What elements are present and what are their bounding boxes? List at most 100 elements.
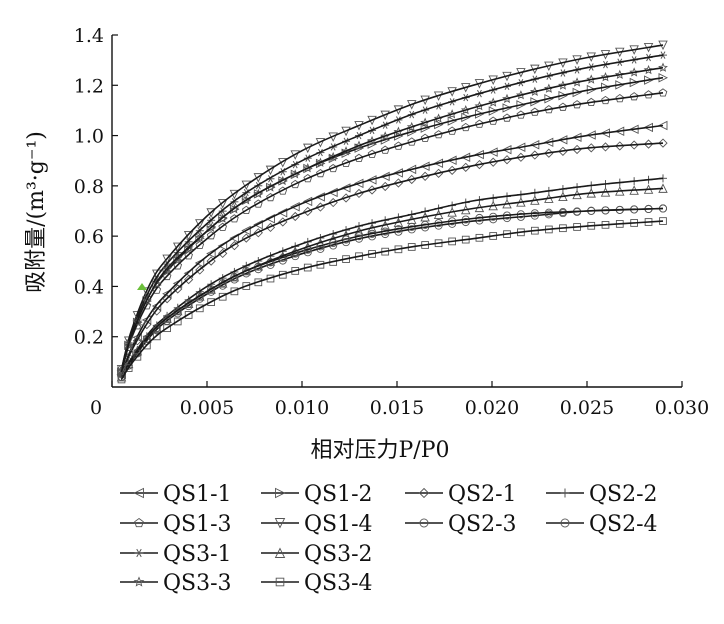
data-point	[207, 298, 215, 306]
x-tick-label: 0.030	[655, 397, 709, 419]
series-line	[120, 220, 664, 380]
data-point	[658, 62, 668, 72]
data-point	[544, 105, 554, 114]
data-point	[418, 487, 430, 499]
legend-item-qs1-4: QS1-4	[261, 512, 373, 537]
data-point	[393, 168, 403, 178]
data-point	[460, 152, 471, 163]
legend-label: QS3-2	[304, 542, 373, 567]
data-point	[474, 149, 484, 160]
data-point	[367, 175, 377, 185]
data-point	[194, 232, 205, 242]
x-tick-label: 0.025	[560, 397, 614, 419]
legend-item-qs2-4: QS2-4	[546, 512, 658, 537]
data-point	[134, 548, 144, 558]
data-point	[629, 140, 639, 150]
data-point	[558, 102, 568, 111]
data-point	[516, 110, 526, 119]
data-point	[265, 182, 276, 192]
data-point	[543, 137, 554, 148]
data-point	[560, 488, 570, 498]
data-point	[447, 155, 457, 166]
data-point	[124, 364, 133, 372]
y-axis-label: 吸附量/(m³·g⁻¹)	[24, 131, 49, 293]
data-point	[195, 219, 205, 229]
data-point	[530, 150, 540, 160]
data-point	[586, 97, 596, 107]
series-line	[120, 187, 664, 378]
data-point	[142, 341, 151, 350]
series-qs3-2	[116, 183, 668, 382]
y-tick-label: 0.4	[74, 276, 104, 298]
data-point	[152, 306, 162, 316]
data-point	[644, 90, 653, 99]
data-point	[195, 233, 205, 244]
x-tick-label: 0	[90, 397, 102, 419]
x-tick-label: 0.015	[370, 397, 424, 419]
legend-item-qs2-2: QS2-2	[546, 482, 658, 507]
legend: QS1-1 QS1-2 QS2-1 QS2-2 QS1-3 QS1-4 QS2-3 QS2-4…	[120, 482, 658, 596]
data-point	[206, 248, 216, 259]
series-qs3-1	[117, 51, 667, 374]
data-point	[572, 100, 582, 109]
data-point	[123, 340, 134, 350]
legend-label: QS3-3	[163, 571, 232, 596]
data-point	[229, 204, 240, 214]
data-point	[629, 92, 639, 101]
data-point	[116, 366, 127, 377]
highlight-point	[137, 283, 147, 290]
data-point	[162, 313, 172, 323]
legend-label: QS3-4	[304, 571, 373, 596]
series-line	[120, 142, 664, 375]
data-point	[183, 242, 194, 253]
data-point	[172, 253, 183, 263]
data-point	[433, 158, 444, 169]
data-point	[206, 284, 216, 294]
data-point	[141, 295, 152, 306]
data-point	[380, 171, 390, 182]
legend-item-qs3-1: QS3-1	[120, 542, 232, 567]
data-point	[253, 188, 264, 199]
data-point	[206, 231, 216, 240]
data-point	[557, 135, 568, 145]
data-point	[657, 120, 668, 131]
data-point	[142, 319, 152, 330]
data-point	[277, 208, 288, 218]
legend-label: QS2-1	[448, 482, 517, 507]
data-point	[274, 518, 286, 529]
data-point	[117, 375, 126, 384]
data-point	[643, 139, 654, 149]
y-tick-label: 0.2	[74, 327, 104, 349]
data-point	[275, 577, 285, 587]
legend-label: QS1-4	[304, 512, 373, 537]
data-point	[474, 109, 485, 119]
data-point	[162, 263, 173, 274]
data-point	[194, 258, 205, 268]
data-point	[132, 317, 143, 327]
data-point	[406, 164, 417, 175]
legend-item-qs3-2: QS3-2	[261, 542, 373, 567]
data-point	[217, 213, 228, 223]
data-point	[132, 345, 143, 356]
legend-item-qs2-3: QS2-3	[405, 512, 517, 537]
legend-label: QS1-1	[163, 482, 232, 507]
y-tick-label: 0.8	[74, 176, 104, 198]
data-point	[275, 487, 286, 499]
data-point	[173, 317, 182, 326]
data-point	[601, 95, 610, 105]
data-point	[516, 100, 526, 110]
data-point	[195, 240, 205, 250]
data-point	[266, 192, 275, 202]
data-point	[615, 93, 625, 103]
data-point	[658, 88, 668, 97]
data-point	[274, 547, 286, 558]
data-point	[163, 324, 171, 333]
data-point	[229, 233, 239, 243]
data-point	[173, 261, 183, 270]
data-point	[290, 202, 300, 212]
data-point	[341, 183, 351, 193]
data-point	[218, 222, 228, 231]
data-point	[184, 251, 193, 260]
data-point	[241, 180, 252, 191]
